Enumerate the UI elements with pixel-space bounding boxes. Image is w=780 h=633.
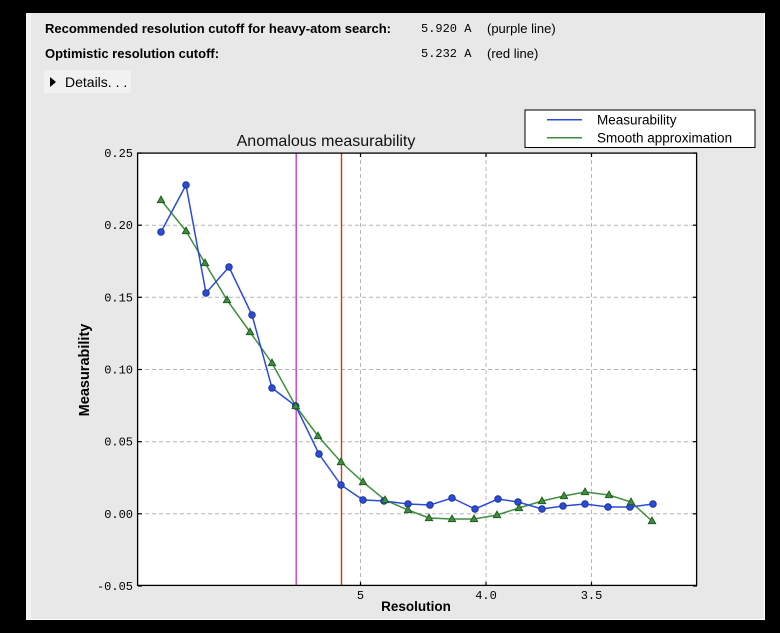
svg-text:0.05: 0.05 (104, 436, 133, 450)
svg-text:4.0: 4.0 (475, 589, 497, 603)
svg-text:3.5: 3.5 (581, 589, 603, 603)
svg-text:Anomalous measurability: Anomalous measurability (237, 133, 416, 150)
svg-text:0.25: 0.25 (104, 147, 133, 161)
svg-text:Smooth approximation: Smooth approximation (597, 131, 732, 146)
svg-text:0.15: 0.15 (104, 291, 133, 305)
svg-text:Resolution: Resolution (381, 599, 451, 614)
svg-text:0.00: 0.00 (104, 508, 133, 522)
svg-text:5: 5 (357, 589, 364, 603)
svg-text:-0.05: -0.05 (97, 580, 133, 594)
svg-text:Measurability: Measurability (597, 113, 677, 128)
svg-text:Measurability: Measurability (77, 324, 93, 417)
svg-text:0.20: 0.20 (104, 219, 133, 233)
svg-text:0.10: 0.10 (104, 364, 133, 378)
